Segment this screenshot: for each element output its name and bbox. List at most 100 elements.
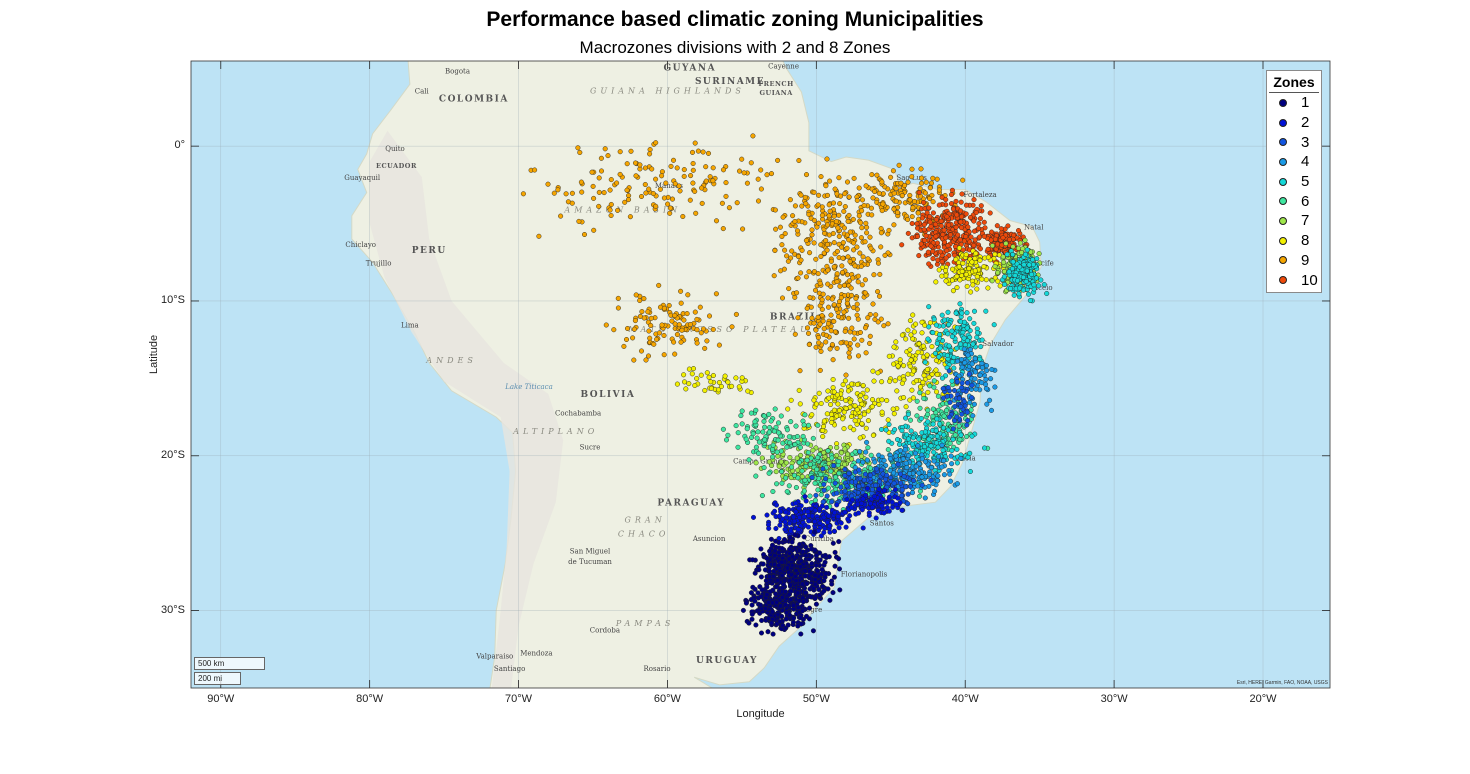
municipality-point-zone-9 xyxy=(857,250,863,256)
map-label: BRAZIL xyxy=(770,313,818,323)
municipality-point-zone-1 xyxy=(749,616,755,622)
municipality-point-zone-9 xyxy=(703,164,709,170)
municipality-point-zone-9 xyxy=(909,214,915,220)
municipality-point-zone-5 xyxy=(959,310,965,316)
municipality-point-zone-10 xyxy=(958,199,964,205)
municipality-point-zone-9 xyxy=(669,318,675,324)
municipality-point-zone-5 xyxy=(922,429,928,435)
municipality-point-zone-10 xyxy=(930,248,936,254)
legend-item[interactable]: 4 xyxy=(1267,152,1321,172)
legend-item[interactable]: 9 xyxy=(1267,251,1321,271)
municipality-point-zone-4 xyxy=(987,397,993,403)
municipality-point-zone-8 xyxy=(820,433,826,440)
map-label: ECUADOR xyxy=(376,162,417,170)
legend-item[interactable]: 6 xyxy=(1267,191,1321,211)
municipality-point-zone-9 xyxy=(601,190,607,196)
municipality-point-zone-1 xyxy=(765,629,771,635)
municipality-point-zone-8 xyxy=(933,367,939,373)
x-tick-label: 70°W xyxy=(505,693,533,705)
municipality-point-zone-5 xyxy=(1010,251,1016,258)
municipality-point-zone-7 xyxy=(773,469,779,475)
municipality-point-zone-6 xyxy=(786,483,792,489)
municipality-point-zone-9 xyxy=(794,290,800,296)
legend-item[interactable]: 8 xyxy=(1267,231,1321,251)
municipality-point-zone-9 xyxy=(818,348,824,354)
municipality-point-zone-2 xyxy=(782,519,788,525)
municipality-point-zone-8 xyxy=(857,435,863,441)
municipality-point-zone-9 xyxy=(840,240,846,246)
municipality-point-zone-3 xyxy=(813,492,819,498)
municipality-point-zone-9 xyxy=(910,205,916,211)
municipality-point-zone-9 xyxy=(651,341,657,347)
municipality-point-zone-3 xyxy=(829,499,835,505)
municipality-point-zone-4 xyxy=(979,365,985,371)
municipality-point-zone-9 xyxy=(555,187,561,193)
municipality-point-zone-3 xyxy=(954,379,960,385)
municipality-point-zone-9 xyxy=(803,237,809,244)
municipality-point-zone-1 xyxy=(759,587,765,593)
municipality-point-zone-2 xyxy=(859,500,865,506)
municipality-point-zone-3 xyxy=(824,493,830,499)
municipality-point-zone-8 xyxy=(865,418,871,424)
municipality-point-zone-9 xyxy=(659,169,665,175)
zones-legend[interactable]: Zones 1 2 3 4 5 6 7 8 9 10 xyxy=(1266,70,1322,293)
municipality-point-zone-9 xyxy=(692,309,698,315)
municipality-point-zone-8 xyxy=(871,378,877,384)
municipality-point-zone-3 xyxy=(899,487,905,493)
municipality-point-zone-8 xyxy=(843,405,849,411)
legend-item[interactable]: 5 xyxy=(1267,172,1321,192)
legend-item[interactable]: 7 xyxy=(1267,211,1321,231)
municipality-point-zone-4 xyxy=(948,453,954,459)
municipality-point-zone-6 xyxy=(885,447,891,453)
municipality-point-zone-2 xyxy=(809,513,815,519)
municipality-point-zone-8 xyxy=(899,380,905,386)
municipality-point-zone-1 xyxy=(798,615,804,621)
municipality-point-zone-8 xyxy=(903,404,909,410)
legend-item[interactable]: 3 xyxy=(1267,132,1321,152)
municipality-point-zone-9 xyxy=(729,324,735,330)
municipality-point-zone-8 xyxy=(901,395,907,401)
municipality-point-zone-5 xyxy=(936,335,942,341)
municipality-point-zone-2 xyxy=(895,495,901,501)
legend-item[interactable]: 2 xyxy=(1267,113,1321,133)
municipality-point-zone-9 xyxy=(806,341,812,348)
municipality-point-zone-8 xyxy=(843,397,849,404)
municipality-point-zone-2 xyxy=(855,510,862,516)
municipality-point-zone-9 xyxy=(642,181,648,188)
municipality-point-zone-9 xyxy=(590,183,596,189)
map-label: PARAGUAY xyxy=(657,498,725,508)
municipality-point-zone-1 xyxy=(764,555,770,561)
municipality-point-zone-6 xyxy=(770,454,776,460)
municipality-point-zone-9 xyxy=(879,179,885,185)
municipality-point-zone-8 xyxy=(809,412,815,418)
municipality-point-zone-6 xyxy=(761,413,767,419)
municipality-point-zone-9 xyxy=(930,175,936,181)
municipality-point-zone-3 xyxy=(862,471,868,477)
municipality-point-zone-9 xyxy=(861,202,867,209)
municipality-point-zone-9 xyxy=(851,305,857,311)
municipality-point-zone-1 xyxy=(758,593,764,600)
municipality-point-zone-2 xyxy=(890,504,896,510)
municipality-point-zone-9 xyxy=(927,185,933,191)
municipality-point-zone-9 xyxy=(520,191,526,197)
municipality-point-zone-9 xyxy=(869,212,875,218)
municipality-point-zone-4 xyxy=(983,363,990,369)
municipality-point-zone-5 xyxy=(909,441,916,447)
municipality-point-zone-8 xyxy=(894,388,900,394)
municipality-point-zone-8 xyxy=(903,336,909,342)
legend-item[interactable]: 10 xyxy=(1267,270,1321,290)
municipality-point-zone-5 xyxy=(981,445,988,451)
municipality-point-zone-1 xyxy=(769,609,776,615)
municipality-point-zone-1 xyxy=(784,565,790,571)
municipality-point-zone-9 xyxy=(850,275,856,281)
municipality-point-zone-10 xyxy=(947,232,954,238)
municipality-point-zone-9 xyxy=(877,271,883,277)
municipality-point-zone-5 xyxy=(933,428,939,434)
legend-item[interactable]: 1 xyxy=(1267,93,1321,113)
y-tick-label: 0° xyxy=(174,139,185,152)
municipality-point-zone-10 xyxy=(958,219,964,225)
municipality-point-zone-2 xyxy=(766,525,772,531)
municipality-point-zone-5 xyxy=(949,378,955,384)
municipality-point-zone-4 xyxy=(919,474,925,480)
